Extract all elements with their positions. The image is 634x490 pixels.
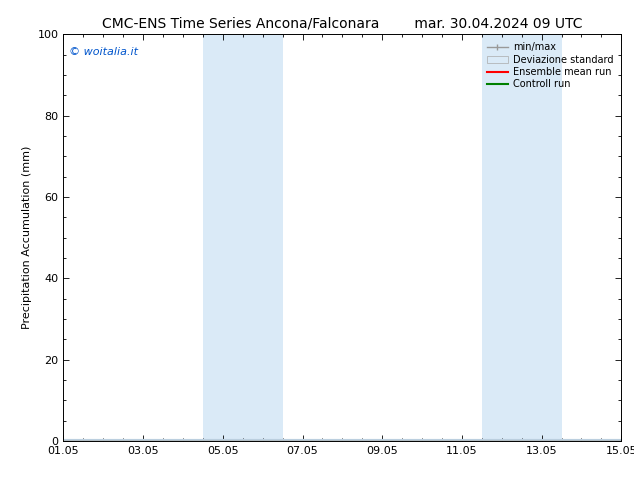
Bar: [203, 34, 283, 441]
Title: CMC-ENS Time Series Ancona/Falconara        mar. 30.04.2024 09 UTC: CMC-ENS Time Series Ancona/Falconara mar…: [102, 16, 583, 30]
Bar: [482, 34, 562, 441]
Y-axis label: Precipitation Accumulation (mm): Precipitation Accumulation (mm): [22, 146, 32, 329]
Text: © woitalia.it: © woitalia.it: [69, 47, 138, 56]
Legend: min/max, Deviazione standard, Ensemble mean run, Controll run: min/max, Deviazione standard, Ensemble m…: [484, 39, 616, 92]
